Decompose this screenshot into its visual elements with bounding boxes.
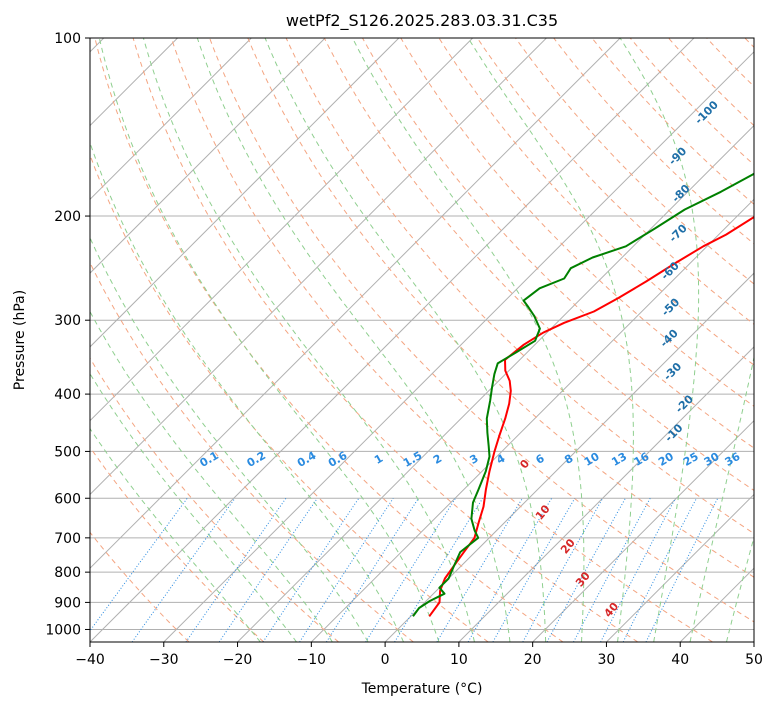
moist-adiabat-line bbox=[352, 38, 585, 642]
isotherm-line bbox=[90, 38, 621, 569]
dry-adiabat-line bbox=[90, 357, 339, 642]
mixing-ratio-line bbox=[522, 498, 604, 642]
y-tick-label: 100 bbox=[54, 31, 81, 47]
moist-adiabat-line bbox=[90, 141, 405, 642]
moist-adiabat-line bbox=[619, 38, 700, 642]
dry-adiabat-line bbox=[209, 38, 754, 623]
mixing-ratio-line bbox=[467, 498, 553, 642]
mixing-ratio-line bbox=[131, 498, 236, 642]
isotherm-line bbox=[90, 38, 400, 348]
x-tick-label: −30 bbox=[149, 652, 179, 668]
y-tick-label: 400 bbox=[54, 387, 81, 403]
isotherm-line bbox=[606, 493, 754, 642]
moist-adiabat-line bbox=[90, 236, 369, 642]
isotherm-line bbox=[237, 124, 754, 642]
x-tick-label: −20 bbox=[223, 652, 253, 668]
isotherm-line bbox=[90, 38, 547, 496]
mixing-ratio-line bbox=[365, 498, 456, 642]
x-axis-title: Temperature (°C) bbox=[361, 681, 483, 697]
y-tick-label: 600 bbox=[54, 491, 81, 507]
y-tick-label: 700 bbox=[54, 531, 81, 547]
mixing-ratio-line bbox=[185, 498, 287, 642]
dry-adiabat-line bbox=[90, 531, 190, 642]
y-tick-label: 500 bbox=[54, 444, 81, 460]
y-tick-label: 200 bbox=[54, 209, 81, 225]
y-axis-title: Pressure (hPa) bbox=[12, 290, 28, 390]
moist-adiabat-line bbox=[467, 38, 634, 642]
y-tick-label: 1000 bbox=[45, 622, 81, 638]
dry-adiabat-line bbox=[400, 38, 754, 407]
dewpoint-profile-line bbox=[412, 172, 754, 617]
dry-adiabat-line bbox=[132, 38, 639, 642]
isotherm-line bbox=[163, 51, 754, 642]
moist-adiabat-line bbox=[98, 38, 440, 642]
x-tick-label: 30 bbox=[598, 652, 616, 668]
mixing-ratio-line bbox=[546, 498, 626, 642]
mixing-ratio-line bbox=[492, 498, 576, 642]
dry-adiabat-line bbox=[285, 38, 754, 535]
isotherm-line bbox=[532, 419, 754, 642]
mixing-ratio-line bbox=[394, 498, 484, 642]
x-tick-label: 20 bbox=[524, 652, 542, 668]
x-tick-label: −40 bbox=[75, 652, 105, 668]
dry-adiabat-line bbox=[247, 38, 754, 578]
x-tick-label: 10 bbox=[450, 652, 468, 668]
moist-adiabat-line bbox=[142, 38, 475, 642]
chart-title: wetPf2_S126.2025.283.03.31.C35 bbox=[286, 11, 558, 31]
x-tick-label: 50 bbox=[745, 652, 763, 668]
dry-adiabat-line bbox=[438, 38, 754, 366]
x-tick-label: −10 bbox=[297, 652, 327, 668]
isotherm-line bbox=[90, 38, 474, 422]
isotherm-line bbox=[90, 38, 326, 274]
isotherm-line bbox=[90, 38, 695, 642]
mixing-ratio-line bbox=[218, 498, 318, 642]
isotherm-line bbox=[90, 38, 252, 201]
temperature-profile-line bbox=[428, 215, 754, 617]
x-tick-label: 0 bbox=[381, 652, 390, 668]
y-tick-label: 900 bbox=[54, 595, 81, 611]
x-tick-label: 40 bbox=[671, 652, 689, 668]
dry-adiabat-line bbox=[90, 261, 414, 642]
plot-frame bbox=[89, 37, 755, 643]
mixing-ratio-line bbox=[436, 498, 523, 642]
y-tick-label: 300 bbox=[54, 313, 81, 329]
y-tick-label: 800 bbox=[54, 565, 81, 581]
dry-adiabat-line bbox=[323, 38, 754, 492]
moist-adiabat-line bbox=[90, 372, 297, 642]
moist-adiabat-line bbox=[264, 38, 547, 642]
isotherm-line bbox=[310, 198, 754, 642]
isotherm-line bbox=[384, 272, 754, 642]
mixing-ratio-line bbox=[573, 498, 651, 642]
isotherm-line bbox=[458, 346, 754, 642]
moist-adiabat-line bbox=[90, 427, 261, 642]
dry-adiabat-line bbox=[362, 38, 754, 449]
